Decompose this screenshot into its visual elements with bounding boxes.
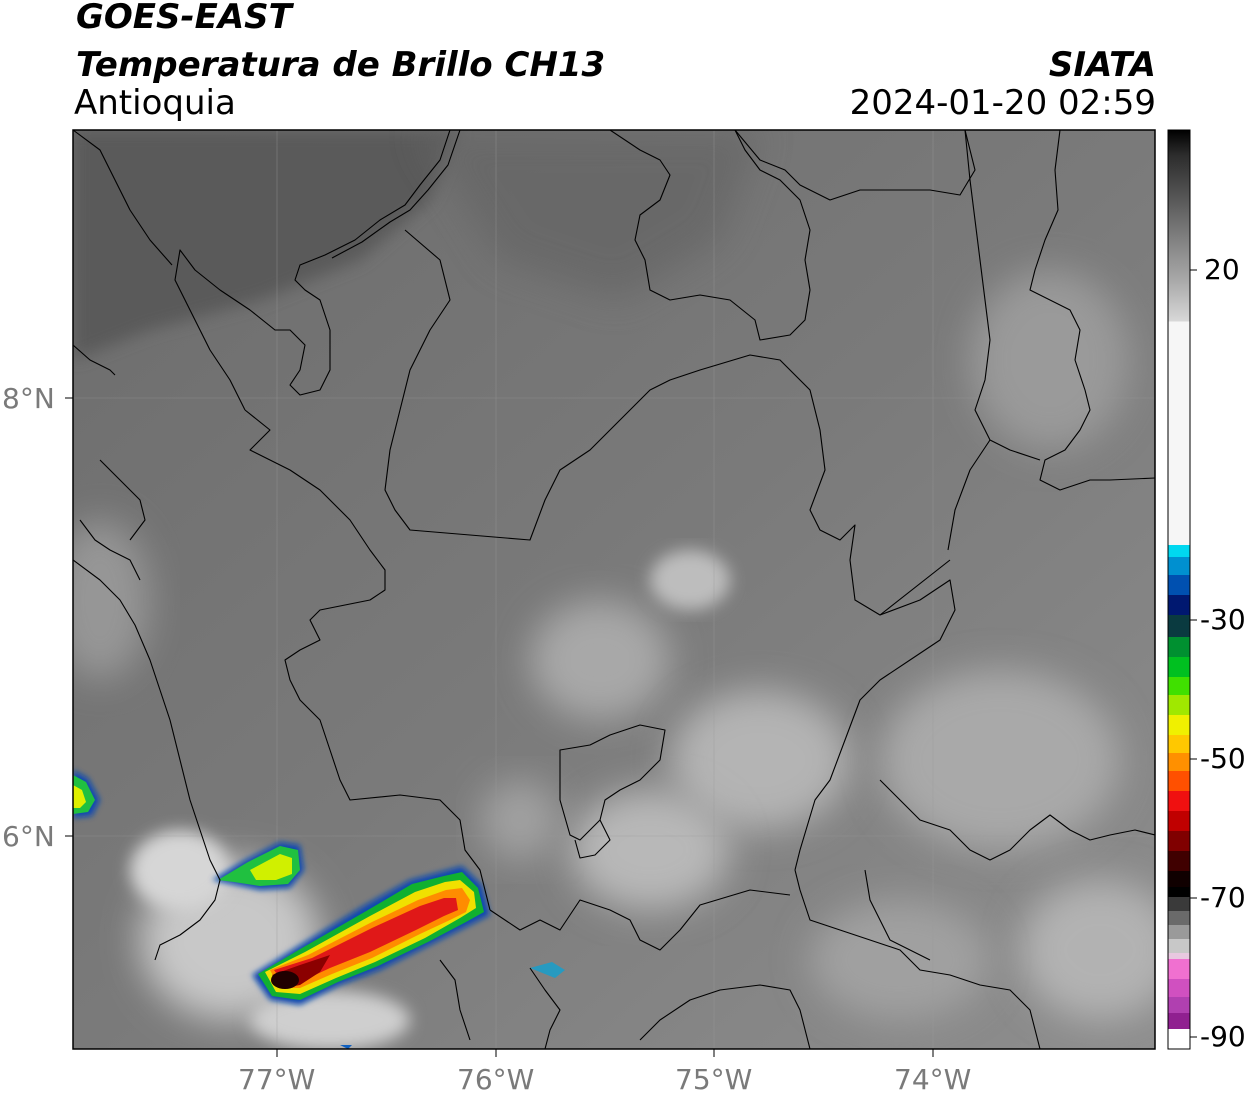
lon-label-74w: 74°W [894, 1063, 972, 1096]
map-panel [73, 130, 1155, 1049]
axis-ticks [65, 397, 934, 1057]
storm-cell-tiny [530, 962, 565, 978]
colorbar-label-minus30: -30 [1200, 603, 1246, 636]
colorbar-label-20: 20 [1204, 253, 1240, 286]
lon-label-75w: 75°W [675, 1063, 753, 1096]
colorbar-label-minus50: -50 [1200, 742, 1246, 775]
storm-cell-small [212, 842, 304, 890]
graticule [73, 130, 1155, 1049]
storm-cell-main [252, 866, 490, 1005]
satellite-title: GOES-EAST [76, 0, 292, 37]
lat-label-6n: 6°N [2, 820, 55, 853]
colorbar-label-minus70: -70 [1200, 881, 1246, 914]
admin-boundaries [73, 130, 1155, 1049]
colorbar [1167, 129, 1197, 1050]
lon-label-77w: 77°W [238, 1063, 316, 1096]
product-title: Temperatura de Brillo CH13 [76, 45, 606, 85]
lat-label-8n: 8°N [2, 382, 55, 415]
colorbar-label-minus90: -90 [1200, 1020, 1246, 1053]
region-label: Antioquia [74, 83, 236, 123]
timestamp-label: 2024-01-20 02:59 [849, 83, 1156, 123]
lon-label-76w: 76°W [457, 1063, 535, 1096]
storm-cell-west [73, 770, 100, 818]
map-frame [72, 129, 1156, 1050]
agency-label: SIATA [1048, 45, 1156, 85]
